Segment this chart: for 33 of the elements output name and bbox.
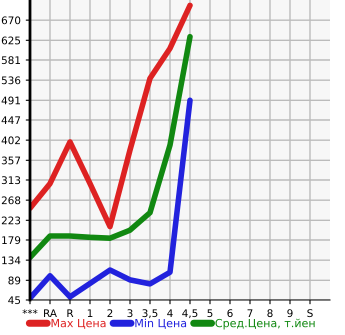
x-tick-label: 3 xyxy=(127,309,132,318)
x-tick-label: 4 xyxy=(167,309,173,317)
y-tick-label: 45 xyxy=(8,296,20,304)
y-tick-label: 625 xyxy=(2,36,20,44)
x-tick-label: RA xyxy=(44,309,57,317)
x-tick-label: 6 xyxy=(227,309,233,318)
y-tick-label: 223 xyxy=(2,216,20,224)
y-tick-label: 134 xyxy=(2,256,20,264)
legend-label: Max Цена xyxy=(52,319,106,329)
x-tick-label: 4,5 xyxy=(182,309,198,318)
x-tick-label: *** xyxy=(22,309,38,314)
y-tick-label: 313 xyxy=(2,176,20,184)
x-tick-label: R xyxy=(67,309,74,317)
y-tick-label: 89 xyxy=(8,276,20,284)
y-tick-label: 491 xyxy=(2,96,20,104)
legend-label: Min Цена xyxy=(135,318,186,329)
x-tick-label: 5 xyxy=(207,309,212,318)
y-tick-label: 447 xyxy=(2,116,20,124)
y-tick-label: 670 xyxy=(2,16,20,24)
x-tick-label: 8 xyxy=(267,309,273,318)
legend-label: Сред.Цена, т.йен xyxy=(215,318,315,330)
y-tick-label: 536 xyxy=(2,76,20,84)
y-tick-label: 402 xyxy=(2,136,20,144)
y-tick-label: 581 xyxy=(2,56,20,64)
x-tick-label: 1 xyxy=(88,309,92,317)
x-tick-label: S xyxy=(307,309,313,318)
y-tick-label: 268 xyxy=(2,196,20,204)
x-tick-label: 7 xyxy=(248,309,252,317)
x-tick-label: 3,5 xyxy=(142,309,158,318)
x-tick-label: 9 xyxy=(287,309,293,318)
x-tick-label: 2 xyxy=(107,309,112,317)
y-tick-label: 357 xyxy=(2,156,20,164)
y-tick-label: 179 xyxy=(2,236,20,244)
